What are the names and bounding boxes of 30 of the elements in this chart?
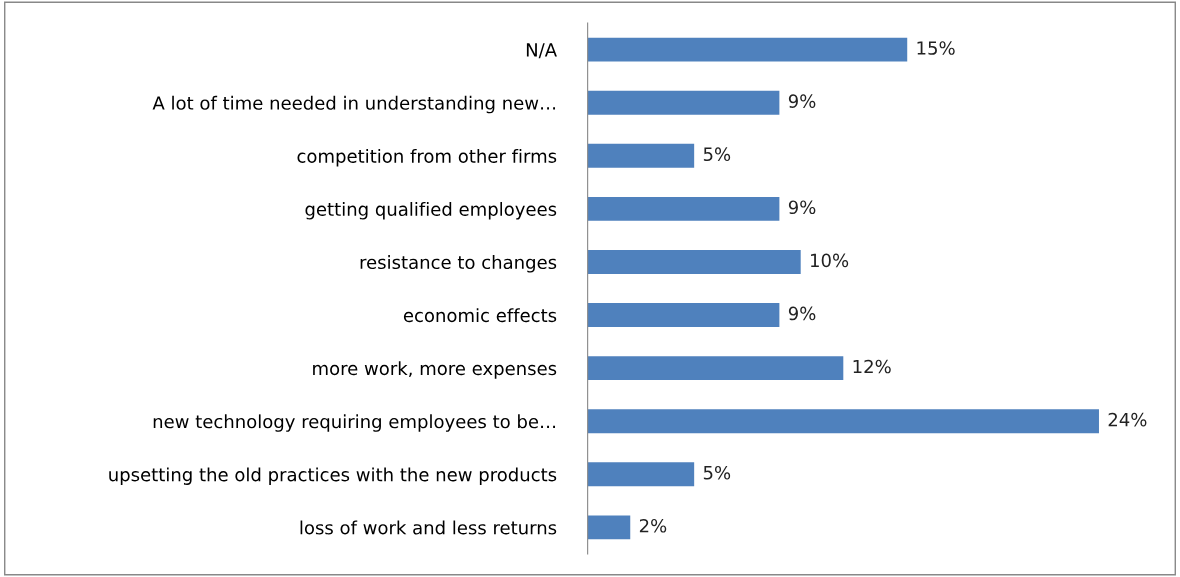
y-tick-label: competition from other firms bbox=[297, 148, 557, 167]
data-label: 5% bbox=[703, 465, 731, 480]
y-tick-label: economic effects bbox=[403, 308, 557, 323]
bar bbox=[587, 303, 780, 327]
y-tick-label: loss of work and less returns bbox=[300, 520, 557, 535]
data-label: 5% bbox=[703, 147, 731, 162]
data-label: 24% bbox=[1108, 412, 1147, 427]
data-label: 9% bbox=[788, 200, 816, 215]
bar bbox=[587, 515, 631, 540]
y-tick-label: N/A bbox=[526, 43, 557, 59]
bar bbox=[587, 143, 695, 168]
y-tick-label: A lot of time needed in understanding new… bbox=[152, 95, 556, 114]
bar bbox=[587, 409, 1099, 434]
data-label: 12% bbox=[853, 359, 891, 374]
y-tick-label: new technology requiring employees to be… bbox=[153, 414, 555, 432]
data-label: 15% bbox=[917, 41, 955, 55]
data-label: 9% bbox=[788, 94, 816, 108]
bar bbox=[587, 90, 780, 115]
y-tick-label: resistance to changes bbox=[360, 255, 557, 273]
bar bbox=[587, 356, 844, 381]
bar bbox=[587, 250, 801, 274]
data-label: 2% bbox=[639, 518, 667, 533]
data-label: 9% bbox=[788, 306, 816, 321]
y-tick-label: upsetting the old practices with the new products bbox=[109, 467, 557, 485]
y-tick-label: getting qualified employees bbox=[305, 202, 557, 220]
data-label: 10% bbox=[811, 253, 849, 268]
bar bbox=[587, 462, 695, 487]
bar bbox=[587, 196, 780, 221]
bar bbox=[587, 37, 908, 62]
y-tick-label: more work, more expenses bbox=[313, 361, 557, 379]
